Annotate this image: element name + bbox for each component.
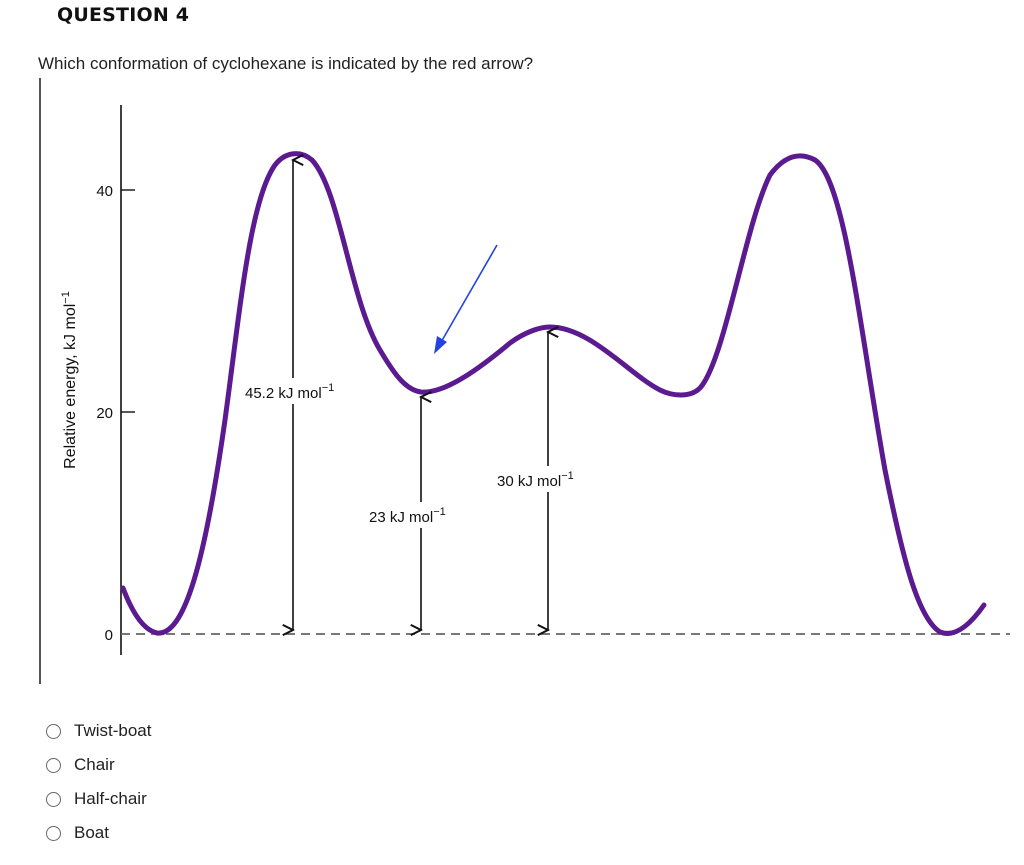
radio-icon[interactable] bbox=[46, 825, 61, 841]
option-boat[interactable]: Boat bbox=[46, 816, 151, 850]
option-label: Boat bbox=[74, 823, 109, 842]
option-half-chair[interactable]: Half-chair bbox=[46, 782, 151, 816]
option-label: Twist-boat bbox=[74, 721, 152, 740]
energy-curve bbox=[120, 151, 987, 636]
annotation-45-2: 45.2 kJ mol−1 bbox=[245, 382, 334, 402]
annotation-30: 30 kJ mol−1 bbox=[497, 470, 574, 490]
y-tick-label-40: 40 bbox=[96, 183, 113, 200]
answer-options: Twist-boat Chair Half-chair Boat bbox=[46, 714, 151, 850]
option-label: Chair bbox=[74, 755, 115, 774]
option-label: Half-chair bbox=[74, 789, 147, 808]
y-axis-label: Relative energy, kJ mol−1 bbox=[60, 291, 79, 469]
pointer-arrow-icon bbox=[434, 244, 498, 354]
question-left-rule bbox=[39, 78, 41, 684]
y-tick-label-0: 0 bbox=[105, 627, 113, 644]
energy-diagram: 40 20 0 Relative energy, kJ mol−1 45.2 k… bbox=[60, 105, 1010, 655]
option-twist-boat[interactable]: Twist-boat bbox=[46, 714, 151, 748]
radio-icon[interactable] bbox=[46, 723, 61, 739]
annotation-23: 23 kJ mol−1 bbox=[369, 506, 446, 526]
radio-icon[interactable] bbox=[46, 757, 61, 773]
radio-icon[interactable] bbox=[46, 791, 61, 807]
question-prompt: Which conformation of cyclohexane is ind… bbox=[38, 54, 534, 73]
y-tick-label-20: 20 bbox=[96, 405, 113, 422]
question-number: QUESTION 4 bbox=[57, 4, 190, 26]
option-chair[interactable]: Chair bbox=[46, 748, 151, 782]
